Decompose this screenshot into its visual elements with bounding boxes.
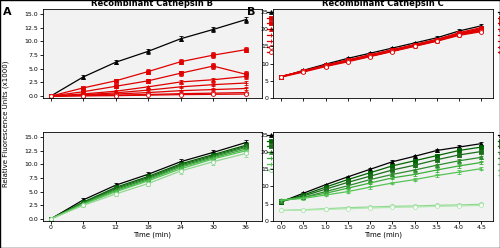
X-axis label: Time (min): Time (min): [134, 231, 172, 238]
Legend: 0, 0.03, 0.06, 0.12, 0.25, 0.5, 1, 2: 0, 0.03, 0.06, 0.12, 0.25, 0.5, 1, 2: [498, 133, 500, 178]
Legend: 0, 0.01, 0.02, 0.05, 0.1, 1, 10, 100: 0, 0.01, 0.02, 0.05, 0.1, 1, 10, 100: [498, 10, 500, 55]
Text: B: B: [248, 7, 256, 17]
Title: Recombinant Cathepsin C: Recombinant Cathepsin C: [322, 0, 444, 8]
X-axis label: Time (min): Time (min): [364, 231, 402, 238]
Text: Relative Fluorescence Units (x1000): Relative Fluorescence Units (x1000): [2, 61, 9, 187]
Legend: 0, 0.01, 0.02, 0.05, 0.1, 1, 10, 100: 0, 0.01, 0.02, 0.05, 0.1, 1, 10, 100: [267, 10, 289, 55]
Title: Recombinant Cathepsin B: Recombinant Cathepsin B: [92, 0, 214, 8]
Text: A: A: [2, 7, 11, 17]
Legend: 0, 0.1, 1, 5, 10, 20, 100: 0, 0.1, 1, 5, 10, 20, 100: [267, 133, 287, 173]
